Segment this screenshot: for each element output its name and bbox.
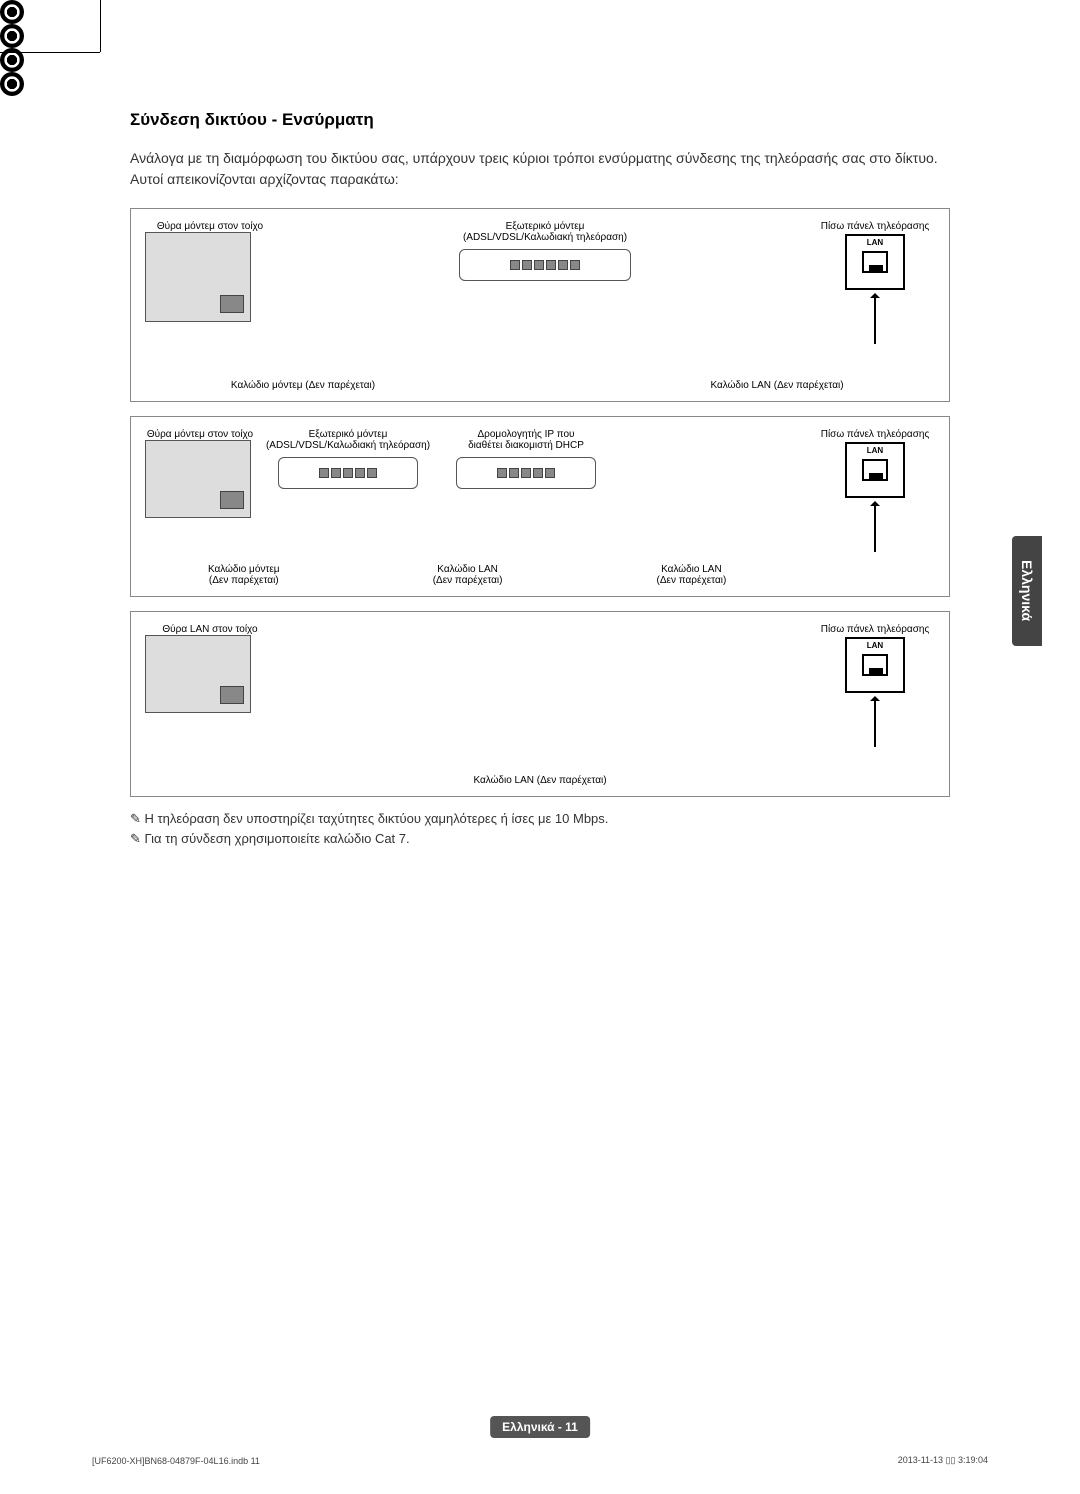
cable-sub: (Δεν παρέχεται) bbox=[369, 575, 567, 586]
cable-label: Καλώδιο LAN (Δεν παρέχεται) bbox=[619, 380, 935, 391]
router-subtitle: διαθέτει διακομιστή DHCP bbox=[441, 440, 611, 451]
footer-timestamp: 2013-11-13 ▯▯ 3:19:04 bbox=[898, 1455, 988, 1466]
cable-sub: (Δεν παρέχεται) bbox=[145, 575, 343, 586]
diagram-1: Θύρα μόντεμ στον τοίχο Εξωτερικό μόντεμ … bbox=[130, 208, 950, 402]
registration-mark bbox=[0, 72, 24, 96]
cable-label: Καλώδιο μόντεμ (Δεν παρέχεται) bbox=[145, 380, 461, 391]
router-icon bbox=[456, 457, 596, 489]
lan-port-icon: LAN bbox=[845, 637, 905, 693]
arrow-icon bbox=[874, 502, 876, 552]
cable-label: Καλώδιο LAN (Δεν παρέχεται) bbox=[145, 775, 935, 786]
wall-port-icon bbox=[145, 232, 251, 322]
wall-port-label: Θύρα μόντεμ στον τοίχο bbox=[145, 221, 275, 232]
note-text: Για τη σύνδεση χρησιμοποιείτε καλώδιο Ca… bbox=[130, 831, 950, 847]
page-title: Σύνδεση δικτύου - Ενσύρματη bbox=[130, 110, 950, 130]
language-tab: Ελληνικά bbox=[1012, 536, 1042, 646]
lan-port-icon: LAN bbox=[845, 234, 905, 290]
arrow-icon bbox=[874, 294, 876, 344]
modem-icon bbox=[459, 249, 631, 281]
crop-mark bbox=[100, 0, 101, 52]
registration-mark bbox=[0, 0, 24, 24]
lan-text: LAN bbox=[867, 446, 883, 455]
note-text: Η τηλεόραση δεν υποστηρίζει ταχύτητες δι… bbox=[130, 811, 950, 827]
page-number: Ελληνικά - 11 bbox=[490, 1416, 590, 1438]
cable-sub: (Δεν παρέχεται) bbox=[593, 575, 791, 586]
modem-icon bbox=[278, 457, 418, 489]
wall-port-label: Θύρα LAN στον τοίχο bbox=[145, 624, 275, 635]
diagram-2: Θύρα μόντεμ στον τοίχο Εξωτερικό μόντεμ … bbox=[130, 416, 950, 597]
cable-label: Καλώδιο LAN bbox=[593, 564, 791, 575]
modem-title: Εξωτερικό μόντεμ bbox=[263, 429, 433, 440]
arrow-icon bbox=[874, 697, 876, 747]
cable-label: Καλώδιο LAN bbox=[369, 564, 567, 575]
modem-title: Εξωτερικό μόντεμ bbox=[283, 221, 807, 232]
modem-subtitle: (ADSL/VDSL/Καλωδιακή τηλεόραση) bbox=[283, 232, 807, 243]
lan-port-icon: LAN bbox=[845, 442, 905, 498]
registration-mark bbox=[0, 24, 24, 48]
modem-subtitle: (ADSL/VDSL/Καλωδιακή τηλεόραση) bbox=[263, 440, 433, 451]
page-body: Σύνδεση δικτύου - Ενσύρματη Ανάλογα με τ… bbox=[130, 110, 950, 847]
footer-file: [UF6200-XH]BN68-04879F-04L16.indb 11 bbox=[92, 1456, 260, 1466]
wall-port-label: Θύρα μόντεμ στον τοίχο bbox=[145, 429, 255, 440]
tv-panel-label: Πίσω πάνελ τηλεόρασης bbox=[815, 221, 935, 232]
diagram-3: Θύρα LAN στον τοίχο Πίσω πάνελ τηλεόραση… bbox=[130, 611, 950, 797]
crop-mark bbox=[0, 52, 100, 53]
wall-port-icon bbox=[145, 635, 251, 713]
intro-text: Ανάλογα με τη διαμόρφωση του δικτύου σας… bbox=[130, 148, 950, 190]
tv-panel-label: Πίσω πάνελ τηλεόρασης bbox=[815, 624, 935, 635]
router-title: Δρομολογητής IP που bbox=[441, 429, 611, 440]
cable-label: Καλώδιο μόντεμ bbox=[145, 564, 343, 575]
lan-text: LAN bbox=[867, 641, 883, 650]
wall-port-icon bbox=[145, 440, 251, 518]
lan-text: LAN bbox=[867, 238, 883, 247]
tv-panel-label: Πίσω πάνελ τηλεόρασης bbox=[815, 429, 935, 440]
